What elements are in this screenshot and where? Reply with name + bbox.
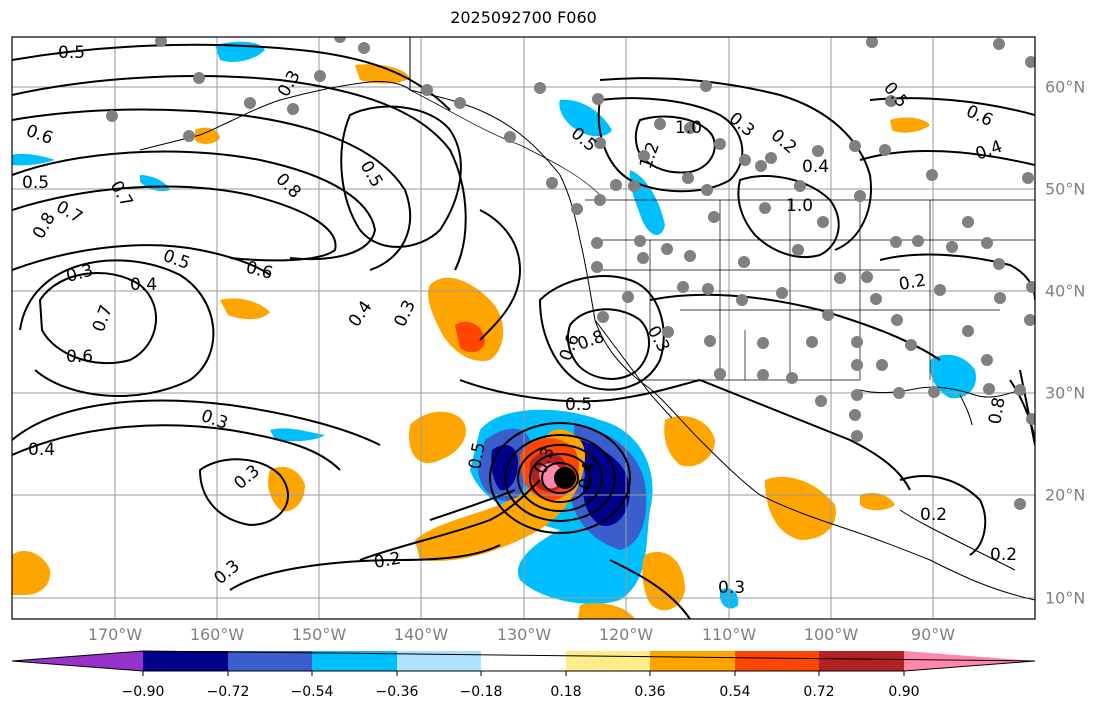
longitude-label: 160°W <box>189 625 245 644</box>
colorbar-segment <box>397 651 481 671</box>
longitude-label: 130°W <box>496 625 552 644</box>
positive-patch-far-west <box>12 550 51 595</box>
colorbar-segment <box>481 651 566 671</box>
negative-anomaly-navy <box>580 440 630 526</box>
colorbar-tick-label: −0.72 <box>206 684 250 700</box>
latitude-label: 20°N <box>1045 485 1086 505</box>
contour-label: 0.4 <box>130 275 157 295</box>
colorbar-segment <box>566 651 650 671</box>
contour-lines <box>12 43 1035 619</box>
positive-patch-pacific-center-core <box>455 321 485 353</box>
colorbar-segment <box>735 651 819 671</box>
contour-label: 0.5 <box>465 441 489 471</box>
latitude-label: 10°N <box>1045 588 1086 608</box>
latitude-label: 40°N <box>1045 281 1086 301</box>
colorbar-tick-label: 0.72 <box>803 684 835 700</box>
colorbar-tick-label: −0.36 <box>375 684 419 700</box>
contour-label: 0.6 <box>66 347 93 367</box>
colorbar-tick-label: −0.90 <box>121 684 165 700</box>
colorbar-tick-label: 0.54 <box>719 684 751 700</box>
map-frame <box>11 36 1036 620</box>
colorbar-outline <box>11 650 1036 672</box>
colorbar-segment <box>819 651 904 671</box>
colorbar-extend-max <box>904 651 1035 671</box>
station-dots <box>106 37 1035 510</box>
contour-label: 0.8 <box>985 396 1009 426</box>
longitude-label: 150°W <box>291 625 347 644</box>
positive-patch-south <box>642 551 685 611</box>
positive-patch-ne <box>890 117 930 133</box>
colorbar-tick-label: 0.36 <box>634 684 666 700</box>
positive-patch-caribbean <box>860 493 895 511</box>
contour-label: 1.0 <box>786 196 813 216</box>
positive-patch-gulf <box>220 298 270 320</box>
contour-label: 1.0 <box>675 118 702 138</box>
colorbar-tick-label: 0.90 <box>888 684 920 700</box>
borders <box>409 89 1035 381</box>
latitude-label: 60°N <box>1045 77 1086 97</box>
positive-patch-aleutian <box>355 64 410 84</box>
longitude-label: 140°W <box>393 625 449 644</box>
contour-label: 0.2 <box>372 549 402 573</box>
positive-patch-west-trop <box>409 411 466 464</box>
latitude-label: 30°N <box>1045 383 1086 403</box>
colorbar-tick-label: −0.54 <box>290 684 334 700</box>
contour-label: 0.4 <box>575 461 599 491</box>
contour-label: 0.4 <box>802 157 829 177</box>
colorbar-segment <box>312 651 397 671</box>
contour-label: 0.4 <box>28 440 55 460</box>
positive-patch-south2 <box>578 603 635 619</box>
colorbar-tick-label: 0.18 <box>550 684 582 700</box>
colorbar-segment <box>143 651 228 671</box>
negative-patch-west-edge <box>12 153 55 166</box>
longitude-label: 90°W <box>910 625 956 644</box>
cyclone-center-marker <box>554 467 576 489</box>
contour-label: 0.2 <box>897 271 927 295</box>
longitude-label: 120°W <box>598 625 654 644</box>
longitude-label: 100°W <box>803 625 859 644</box>
colorbar-segment <box>650 651 735 671</box>
contour-label: 0.5 <box>565 395 592 415</box>
contour-label: 0.5 <box>58 43 85 63</box>
colorbar <box>11 650 1036 676</box>
longitude-label: 110°W <box>701 625 757 644</box>
colorbar-tick-label: −0.18 <box>459 684 503 700</box>
longitude-label: 170°W <box>87 625 143 644</box>
contour-label: 0.2 <box>920 505 947 525</box>
positive-patch-mexico <box>765 476 836 540</box>
positive-patch-baja <box>664 416 715 467</box>
graticule <box>12 37 1035 619</box>
map-title: 2025092700 F060 <box>450 8 597 27</box>
latitude-label: 50°N <box>1045 179 1086 199</box>
negative-patch-pacific-small <box>270 428 325 442</box>
colorbar-segment <box>228 651 312 671</box>
contour-label: 0.5 <box>22 173 49 193</box>
positive-patch-alaska <box>195 127 220 144</box>
contour-label: 0.2 <box>990 545 1017 565</box>
colorbar-extend-min <box>12 651 143 671</box>
contour-label: 0.3 <box>718 578 745 598</box>
